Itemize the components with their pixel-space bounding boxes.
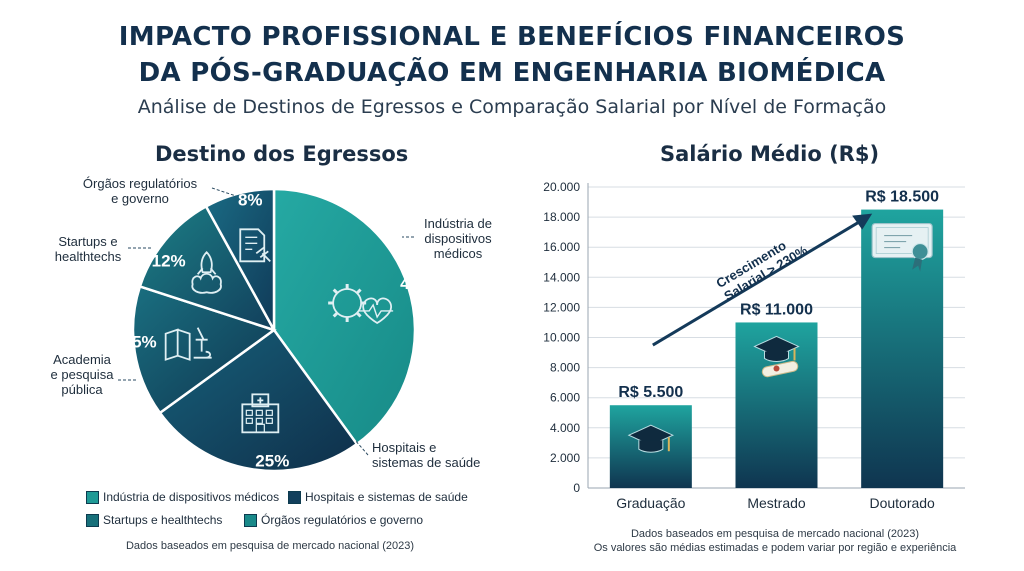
legend-label: Hospitais e sistemas de saúde xyxy=(305,490,468,504)
pie-callout-label-academia: Academia e pesquisa pública xyxy=(51,352,115,397)
gear-heart-icon xyxy=(328,283,394,325)
pie-source-note: Dados baseados em pesquisa de mercado na… xyxy=(125,540,414,552)
subtitle: Análise de Destinos de Egressos e Compar… xyxy=(137,96,887,118)
y-tick-label: 20.000 xyxy=(543,180,580,194)
x-tick-label: Doutorado xyxy=(869,495,935,511)
legend-swatch xyxy=(86,490,99,504)
y-tick-label: 2.000 xyxy=(550,451,580,465)
x-tick-label: Graduação xyxy=(616,495,685,511)
y-tick-label: 4.000 xyxy=(550,421,580,435)
growth-arrowhead xyxy=(852,213,873,230)
bar-source-note-2: Os valores são médias estimadas e podem … xyxy=(593,542,957,554)
y-tick-label: 18.000 xyxy=(543,210,580,224)
y-tick-label: 6.000 xyxy=(550,391,580,405)
legend-item-hospitais: Hospitais e sistemas de saúde xyxy=(288,490,468,504)
bar-chart-title: Salário Médio (R$) xyxy=(660,142,880,166)
bar-value-label: R$ 5.500 xyxy=(618,384,683,401)
legend-swatch xyxy=(288,490,301,504)
callout-leader-line xyxy=(211,187,237,197)
y-tick-label: 8.000 xyxy=(550,361,580,375)
pie-value-label: 15% xyxy=(123,333,157,352)
growth-annotation: CrescimentoSalarial > 230% xyxy=(713,229,810,304)
pie-callout-label-industria: Indústria de dispositivos médicos xyxy=(424,216,492,261)
document-gavel-icon xyxy=(239,228,271,263)
rocket-brain-icon xyxy=(191,251,222,294)
legend-item-startups: Startups e healthtechs xyxy=(86,513,222,527)
legend-label: Órgãos regulatórios e governo xyxy=(261,513,424,527)
growth-arrow xyxy=(652,221,859,347)
pie-chart: 40% 25% 15% 12% 8% xyxy=(123,187,434,473)
pie-chart-title: Destino dos Egressos xyxy=(155,142,409,166)
main-title-line-2: DA PÓS-GRADUAÇÃO EM ENGENHARIA BIOMÉDICA xyxy=(138,58,886,88)
graduation-cap-icon xyxy=(627,424,675,453)
pie-callout-label-hospitais: Hospitais e sistemas de saúde xyxy=(372,440,480,470)
bar-source-note-1: Dados baseados em pesquisa de mercado na… xyxy=(630,528,919,540)
main-title-line-1: IMPACTO PROFISSIONAL E BENEFÍCIOS FINANC… xyxy=(118,22,906,52)
y-tick-label: 12.000 xyxy=(543,300,580,314)
cap-diploma-icon xyxy=(753,335,800,378)
bar-value-label: R$ 18.500 xyxy=(865,189,939,206)
pie-value-label: 25% xyxy=(255,451,289,470)
bar-value-label: R$ 11.000 xyxy=(740,301,813,318)
y-tick-label: 16.000 xyxy=(543,240,580,254)
legend-item-orgaos: Órgãos regulatórios e governo xyxy=(244,513,423,527)
bar-chart: 0 2.000 4.000 6.000 8.000 10.000 12.000 14.000 1… xyxy=(543,180,965,511)
x-tick-label: Mestrado xyxy=(747,495,806,511)
callout-leader-line xyxy=(354,439,369,456)
certificate-icon xyxy=(871,222,933,272)
pie-callout-label-orgaos: Órgãos regulatórios e governo xyxy=(83,176,198,206)
legend-swatch xyxy=(244,513,257,527)
pie-callout-label-startups: Startups e healthtechs xyxy=(55,234,122,264)
pie-value-label: 8% xyxy=(238,190,263,209)
y-tick-label: 10.000 xyxy=(543,331,580,345)
microscope-book-icon xyxy=(164,327,212,361)
legend-swatch xyxy=(86,513,99,527)
pie-value-label: 12% xyxy=(152,251,186,270)
hospital-icon xyxy=(241,393,280,434)
legend-label: Startups e healthtechs xyxy=(103,513,223,527)
legend-item-industria: Indústria de dispositivos médicos xyxy=(86,490,279,504)
legend-label: Indústria de dispositivos médicos xyxy=(103,490,280,504)
y-tick-label: 0 xyxy=(573,481,580,495)
pie-slice-academia xyxy=(131,284,277,415)
pie-value-label: 40% xyxy=(400,274,434,293)
y-tick-label: 14.000 xyxy=(543,270,580,284)
pie-slice-startups xyxy=(138,204,277,333)
